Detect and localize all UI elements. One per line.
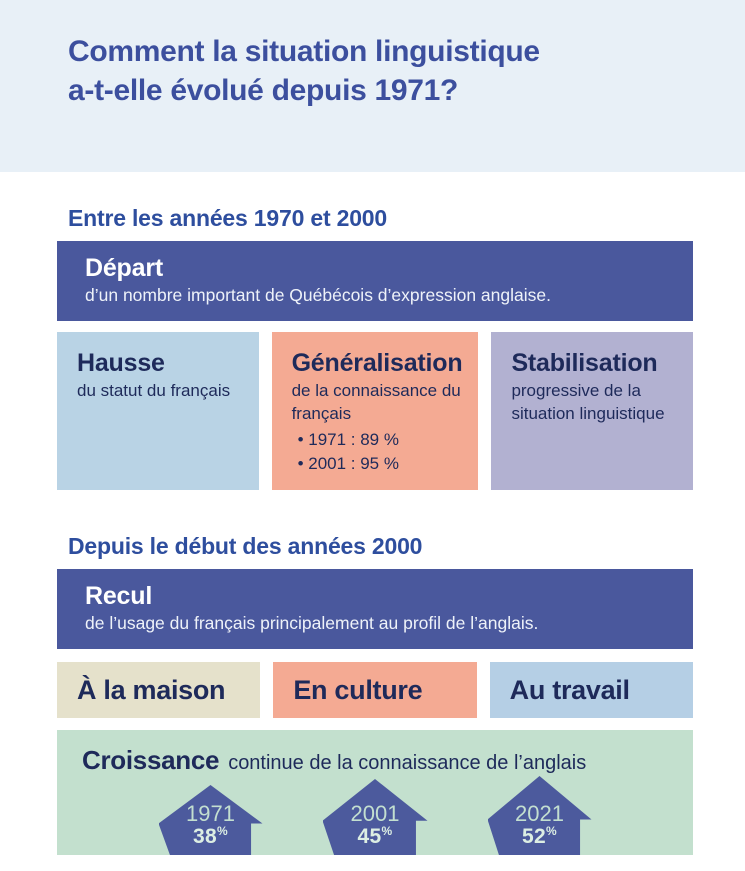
card-generalisation-bullets: • 1971 : 89 % • 2001 : 95 % <box>298 428 463 476</box>
card-generalisation-title: Généralisation <box>291 349 463 377</box>
bullet-2001: • 2001 : 95 % <box>297 454 399 473</box>
arrow-value-1971: 38% <box>193 824 228 848</box>
arrow-percent-1971: 38 <box>193 825 217 848</box>
up-arrow-icon-2021: 2021 52% <box>487 776 592 855</box>
arrow-unit-2021: % <box>545 824 557 838</box>
section1-banner: Départ d’un nombre important de Québécoi… <box>57 241 693 321</box>
card-hausse: Hausse du statut du français <box>57 332 259 490</box>
card-generalisation: Généralisation de la connaissance du fra… <box>271 332 479 490</box>
section1-heading: Entre les années 1970 et 2000 <box>68 205 387 231</box>
growth-arrows-row: 1971 38% 2001 45% 2021 52% <box>57 776 693 855</box>
label-a-la-maison: À la maison <box>57 662 261 718</box>
header-band: Comment la situation linguistique a-t-el… <box>0 0 745 172</box>
card-stabilisation-title: Stabilisation <box>511 349 658 377</box>
arrow-value-2021: 52% <box>522 824 557 848</box>
growth-title: Croissance <box>82 745 220 775</box>
arrow-year-2021: 2021 <box>515 801 564 826</box>
arrow-unit-1971: % <box>216 824 228 838</box>
section1-banner-title: Départ <box>85 254 163 282</box>
section1-cards-row: Hausse du statut du français Généralisat… <box>57 332 693 490</box>
label-au-travail: Au travail <box>489 662 693 718</box>
section2-banner-description: de l’usage du français principalement au… <box>85 613 539 633</box>
section2-labels-row: À la maison En culture Au travail <box>57 662 693 718</box>
section2-banner: Recul de l’usage du français principalem… <box>57 569 693 649</box>
section2-banner-title: Recul <box>85 582 153 610</box>
up-arrow-icon-2001: 2001 45% <box>322 779 428 855</box>
card-hausse-title: Hausse <box>77 349 165 377</box>
growth-header: Croissance continue de la connaissance d… <box>57 730 693 776</box>
arrow-year-2001: 2001 <box>350 801 400 826</box>
section2-heading: Depuis le début des années 2000 <box>68 533 423 559</box>
page-title: Comment la situation linguistique a-t-el… <box>68 32 705 110</box>
label-en-culture: En culture <box>273 662 477 718</box>
arrow-year-1971: 1971 <box>186 801 235 826</box>
arrow-percent-2021: 52 <box>522 825 546 848</box>
arrow-unit-2001: % <box>381 824 393 838</box>
up-arrow-icon-1971: 1971 38% <box>158 785 263 855</box>
card-hausse-description: du statut du français <box>77 381 231 400</box>
page-title-line2: a-t-elle évolué depuis 1971? <box>68 74 459 107</box>
growth-panel: Croissance continue de la connaissance d… <box>57 730 693 855</box>
bullet-1971: • 1971 : 89 % <box>297 430 399 449</box>
card-stabilisation-description: progressive de la situation linguistique <box>511 381 665 423</box>
page-title-line1: Comment la situation linguistique <box>68 35 540 68</box>
card-stabilisation: Stabilisation progressive de la situatio… <box>491 332 693 490</box>
arrow-percent-2001: 45 <box>357 825 382 848</box>
arrow-value-2001: 45% <box>357 824 393 848</box>
section1-banner-description: d’un nombre important de Québécois d’exp… <box>85 285 551 305</box>
content-column: Entre les années 1970 et 2000 Départ d’u… <box>57 172 693 855</box>
card-generalisation-description: de la connaissance du français <box>291 381 461 423</box>
growth-subtitle: continue de la connaissance de l’anglais <box>228 752 587 774</box>
